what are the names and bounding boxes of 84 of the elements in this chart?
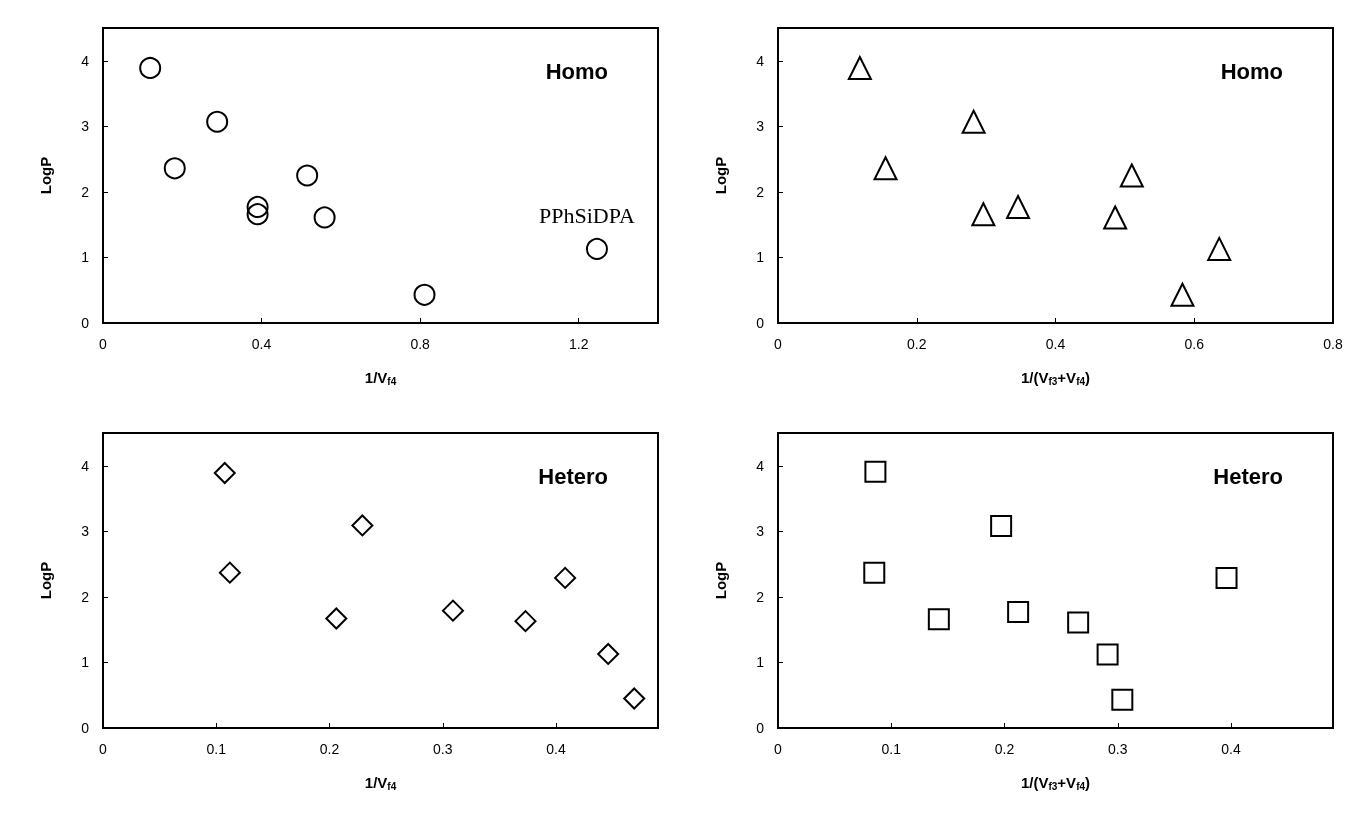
- point: [213, 461, 236, 484]
- x-tick-label: 0.1: [206, 741, 227, 757]
- point: [325, 607, 348, 630]
- x-tick-label: 0.4: [1221, 741, 1241, 757]
- point: [218, 561, 241, 584]
- point: [1215, 566, 1238, 589]
- point: [585, 237, 608, 260]
- point: [990, 515, 1013, 538]
- y-tick-label: 2: [756, 588, 765, 605]
- point: [296, 164, 319, 187]
- x-tick-label: 0.3: [433, 741, 453, 757]
- point: [847, 55, 872, 80]
- x-tick-label: 0.2: [907, 336, 927, 352]
- x-tick-label: 0.6: [1184, 336, 1205, 352]
- y-tick-label: 4: [81, 52, 90, 69]
- point: [413, 283, 436, 306]
- y-tick-label: 1: [756, 654, 765, 671]
- y-axis-title: LogP: [37, 156, 54, 195]
- point: [163, 157, 186, 180]
- point: [623, 687, 646, 710]
- annotation: Homo: [545, 58, 608, 84]
- point: [863, 561, 886, 584]
- y-tick-label: 3: [756, 118, 765, 135]
- annotation: PPhSiDPA: [539, 203, 635, 229]
- y-axis-title: LogP: [712, 561, 729, 600]
- x-tick-label: 1.2: [568, 336, 589, 352]
- point: [313, 206, 336, 229]
- point: [1119, 163, 1144, 188]
- y-tick-label: 0: [756, 315, 765, 331]
- y-tick-label: 1: [81, 249, 90, 266]
- point: [1103, 205, 1128, 230]
- x-tick-label: 0: [774, 336, 783, 352]
- point: [1096, 643, 1119, 666]
- point: [514, 610, 537, 633]
- point: [351, 514, 374, 537]
- y-axis-title: LogP: [712, 156, 729, 195]
- y-axis-title: LogP: [37, 561, 54, 600]
- point: [864, 460, 887, 483]
- y-tick-label: 2: [81, 183, 90, 200]
- y-tick-label: 0: [756, 720, 765, 736]
- point: [246, 195, 269, 218]
- y-tick-label: 4: [756, 457, 765, 474]
- point: [873, 156, 898, 181]
- x-tick-label: 0: [99, 741, 108, 757]
- x-tick-label: 0.1: [881, 741, 902, 757]
- point: [971, 202, 996, 227]
- x-tick-label: 0: [774, 741, 783, 757]
- x-tick-label: 0.4: [1045, 336, 1066, 352]
- point: [246, 203, 269, 226]
- point: [927, 608, 950, 631]
- x-tick-label: 0.4: [251, 336, 272, 352]
- point: [441, 599, 464, 622]
- point: [1006, 194, 1031, 219]
- point: [554, 566, 577, 589]
- y-tick-label: 3: [81, 118, 90, 135]
- annotation: Homo: [1220, 58, 1283, 84]
- x-tick-label: 0.8: [410, 336, 431, 352]
- x-tick-label: 0.8: [1323, 336, 1343, 352]
- x-tick-label: 0.2: [319, 741, 340, 757]
- point: [1111, 688, 1134, 711]
- x-tick-label: 0.4: [546, 741, 566, 757]
- y-tick-label: 2: [81, 588, 90, 605]
- annotation: Hetero: [538, 463, 608, 489]
- y-tick-label: 0: [81, 720, 90, 736]
- point: [139, 56, 162, 79]
- point: [1170, 282, 1195, 307]
- annotation: Hetero: [1213, 463, 1283, 489]
- x-tick-label: 0.3: [1108, 741, 1128, 757]
- point: [597, 642, 620, 665]
- y-tick-label: 0: [81, 315, 90, 331]
- point: [961, 109, 986, 134]
- y-tick-label: 4: [756, 52, 765, 69]
- point: [1067, 611, 1090, 634]
- y-tick-label: 4: [81, 457, 90, 474]
- y-tick-label: 3: [756, 523, 765, 540]
- y-tick-label: 1: [81, 654, 90, 671]
- x-tick-label: 0.2: [994, 741, 1015, 757]
- y-tick-label: 3: [81, 523, 90, 540]
- point: [1207, 236, 1232, 261]
- y-tick-label: 2: [756, 183, 765, 200]
- y-tick-label: 1: [756, 249, 765, 266]
- x-tick-label: 0: [99, 336, 108, 352]
- point: [1007, 600, 1030, 623]
- point: [206, 110, 229, 133]
